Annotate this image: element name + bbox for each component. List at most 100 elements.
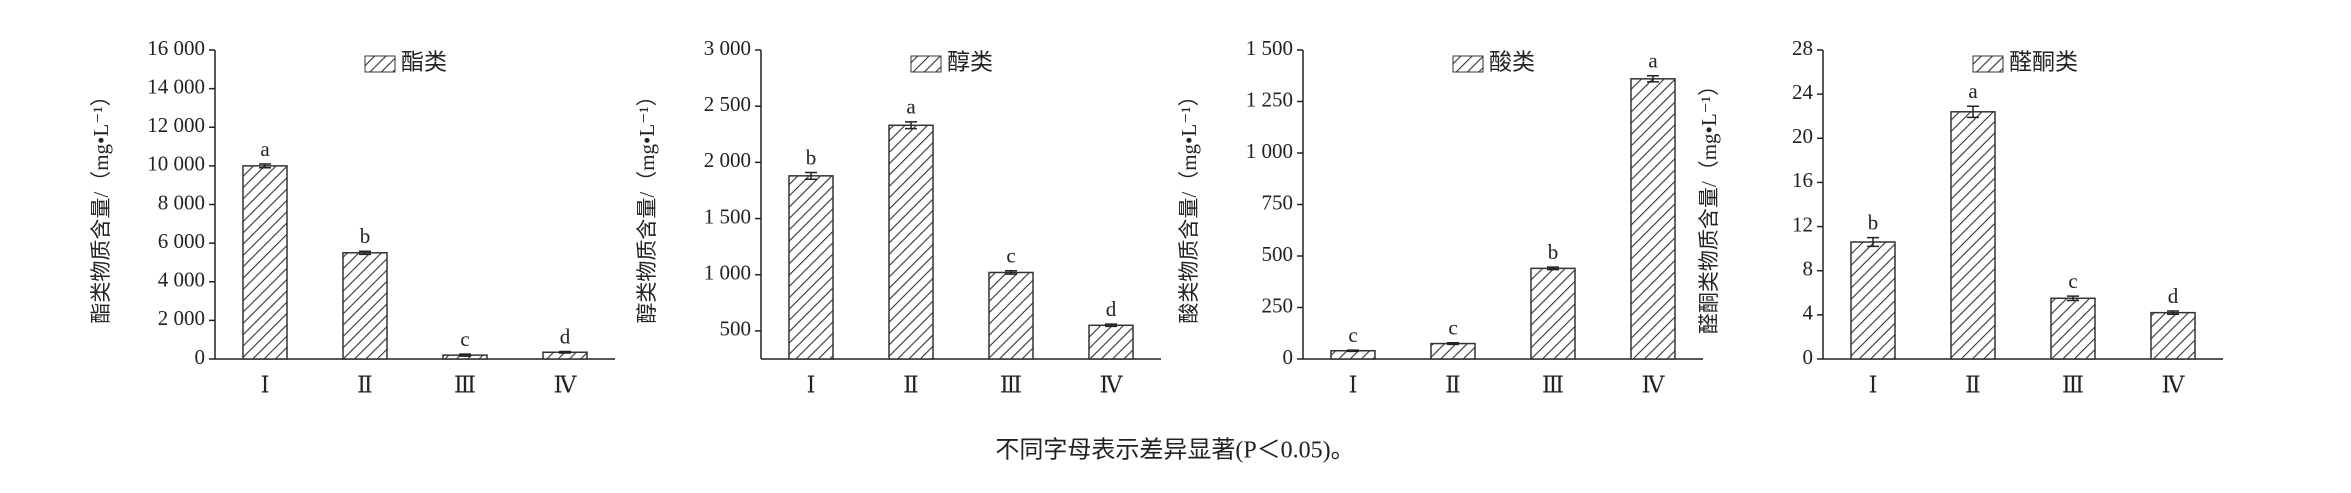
x-tick-label: Ⅰ bbox=[806, 372, 815, 397]
x-tick-label: Ⅲ bbox=[454, 372, 476, 397]
significance-letter: a bbox=[1968, 79, 1978, 103]
error-bar bbox=[1447, 341, 1459, 346]
significance-letter: c bbox=[1006, 244, 1015, 268]
y-tick-label: 8 bbox=[1803, 257, 1814, 281]
y-tick-label: 1 000 bbox=[704, 261, 751, 285]
legend-label: 酯类 bbox=[401, 49, 447, 74]
y-tick-label: 10 000 bbox=[147, 152, 205, 176]
significance-letter: c bbox=[1448, 316, 1457, 340]
y-axis-label: 醛酮类物质含量/（mg•L⁻¹） bbox=[1697, 75, 1721, 334]
bar bbox=[1630, 78, 1676, 360]
error-bar bbox=[1867, 236, 1879, 248]
error-bar bbox=[2067, 295, 2079, 302]
bar bbox=[788, 175, 834, 360]
y-tick-label: 12 000 bbox=[147, 113, 205, 137]
significance-letter: c bbox=[2068, 269, 2077, 293]
error-bar bbox=[1547, 266, 1559, 271]
legend-swatch bbox=[1452, 55, 1484, 73]
x-tick-label: Ⅱ bbox=[903, 372, 919, 397]
significance-letter: c bbox=[1348, 323, 1357, 347]
error-bar bbox=[1005, 270, 1017, 275]
legend-swatch bbox=[910, 55, 942, 73]
significance-letter: b bbox=[360, 224, 371, 248]
error-bar bbox=[259, 163, 271, 169]
y-tick-label: 24 bbox=[1792, 80, 1814, 104]
y-tick-label: 750 bbox=[1262, 190, 1294, 214]
bar bbox=[1430, 342, 1476, 360]
y-tick-label: 6 000 bbox=[158, 229, 205, 253]
significance-letter: b bbox=[1868, 210, 1879, 234]
significance-letter: d bbox=[1106, 297, 1117, 321]
error-bar bbox=[359, 250, 371, 256]
y-axis-label: 酯类物质含量/（mg•L⁻¹） bbox=[89, 85, 113, 323]
y-tick-label: 16 000 bbox=[147, 36, 205, 60]
y-tick-label: 2 000 bbox=[704, 148, 751, 172]
bar bbox=[342, 252, 388, 360]
x-tick-label: Ⅳ bbox=[554, 372, 578, 397]
legend-label: 酸类 bbox=[1489, 49, 1535, 74]
bar bbox=[888, 124, 934, 360]
x-tick-label: Ⅰ bbox=[260, 372, 269, 397]
bar bbox=[1088, 324, 1134, 360]
bar bbox=[1530, 267, 1576, 360]
bar bbox=[1950, 111, 1996, 360]
y-tick-label: 1 500 bbox=[704, 204, 751, 228]
y-tick-label: 3 000 bbox=[704, 36, 751, 60]
significance-letter: d bbox=[560, 324, 571, 348]
x-tick-label: Ⅲ bbox=[1542, 372, 1564, 397]
y-tick-label: 250 bbox=[1262, 293, 1294, 317]
x-tick-label: Ⅰ bbox=[1868, 372, 1877, 397]
y-tick-label: 12 bbox=[1792, 212, 1813, 236]
y-tick-label: 4 bbox=[1803, 301, 1814, 325]
legend-label: 醇类 bbox=[947, 49, 993, 74]
y-tick-label: 0 bbox=[1283, 345, 1294, 369]
error-bar bbox=[1347, 349, 1359, 353]
y-tick-label: 28 bbox=[1792, 36, 1813, 60]
x-tick-label: Ⅱ bbox=[1965, 372, 1981, 397]
y-tick-label: 8 000 bbox=[158, 190, 205, 214]
error-bar bbox=[559, 350, 571, 354]
bar bbox=[242, 165, 288, 360]
bar bbox=[1850, 241, 1896, 360]
x-tick-label: Ⅳ bbox=[1100, 372, 1124, 397]
y-tick-label: 500 bbox=[1262, 242, 1294, 266]
error-bar bbox=[1105, 323, 1117, 328]
y-tick-label: 1 000 bbox=[1246, 139, 1293, 163]
error-bar bbox=[2167, 310, 2179, 316]
x-tick-label: Ⅲ bbox=[1000, 372, 1022, 397]
y-tick-label: 2 500 bbox=[704, 92, 751, 116]
y-tick-label: 20 bbox=[1792, 124, 1813, 148]
significance-letter: b bbox=[1548, 240, 1559, 264]
y-tick-label: 1 250 bbox=[1246, 87, 1293, 111]
error-bar bbox=[805, 171, 817, 180]
significance-letter: a bbox=[906, 95, 916, 119]
y-tick-label: 500 bbox=[720, 317, 752, 341]
error-bar bbox=[1967, 105, 1979, 119]
caption: 不同字母表示差异显著(P＜0.05)。 bbox=[995, 437, 1354, 464]
y-axis-label: 醇类物质含量/（mg•L⁻¹） bbox=[635, 85, 659, 323]
y-tick-label: 4 000 bbox=[158, 268, 205, 292]
y-tick-label: 0 bbox=[1803, 345, 1814, 369]
significance-letter: a bbox=[1648, 49, 1658, 73]
x-tick-label: Ⅳ bbox=[2162, 372, 2186, 397]
significance-letter: d bbox=[2168, 284, 2179, 308]
y-tick-label: 14 000 bbox=[147, 74, 205, 98]
legend-label: 醛酮类 bbox=[2009, 49, 2078, 74]
y-axis-label: 酸类物质含量/（mg•L⁻¹） bbox=[1177, 85, 1201, 323]
x-tick-label: Ⅳ bbox=[1642, 372, 1666, 397]
y-tick-label: 2 000 bbox=[158, 306, 205, 330]
bar bbox=[2150, 311, 2196, 360]
error-bar bbox=[459, 353, 471, 357]
x-tick-label: Ⅱ bbox=[357, 372, 373, 397]
bar bbox=[2050, 297, 2096, 360]
significance-letter: a bbox=[260, 137, 270, 161]
y-tick-label: 0 bbox=[195, 345, 206, 369]
error-bar bbox=[1647, 75, 1659, 83]
bar bbox=[988, 271, 1034, 360]
significance-letter: c bbox=[460, 327, 469, 351]
x-tick-label: Ⅱ bbox=[1445, 372, 1461, 397]
error-bar bbox=[905, 121, 917, 130]
significance-letter: b bbox=[806, 145, 817, 169]
y-tick-label: 16 bbox=[1792, 168, 1813, 192]
